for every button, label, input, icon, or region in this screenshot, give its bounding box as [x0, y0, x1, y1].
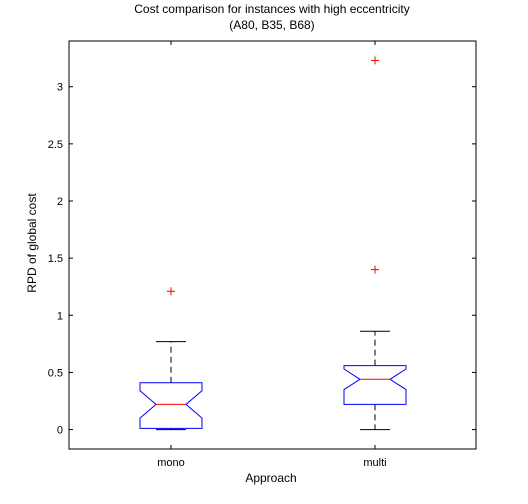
y-axis-label: RPD of global cost: [25, 193, 39, 293]
y-tick-label: 2: [57, 196, 63, 208]
x-tick-label: mono: [157, 457, 185, 469]
notched-box: [343, 365, 407, 405]
y-tick-label: 1.5: [48, 253, 63, 265]
y-tick-label: 1: [57, 310, 63, 322]
notched-box: [139, 382, 203, 429]
x-axis-label: Approach: [245, 471, 296, 485]
plot-area: 0 0.5 1 1.5 2 2.5 3 mono multi: [48, 40, 477, 469]
y-tick-label: 0.5: [48, 367, 63, 379]
y-tick-label: 3: [57, 82, 63, 94]
chart-title-line-1: Cost comparison for instances with high …: [134, 2, 409, 16]
y-tick-label: 2.5: [48, 139, 63, 151]
chart-title-line-2: (A80, B35, B68): [229, 18, 314, 32]
x-tick-label: multi: [363, 457, 386, 469]
y-tick-label: 0: [57, 425, 63, 437]
axes-frame: [68, 40, 477, 450]
